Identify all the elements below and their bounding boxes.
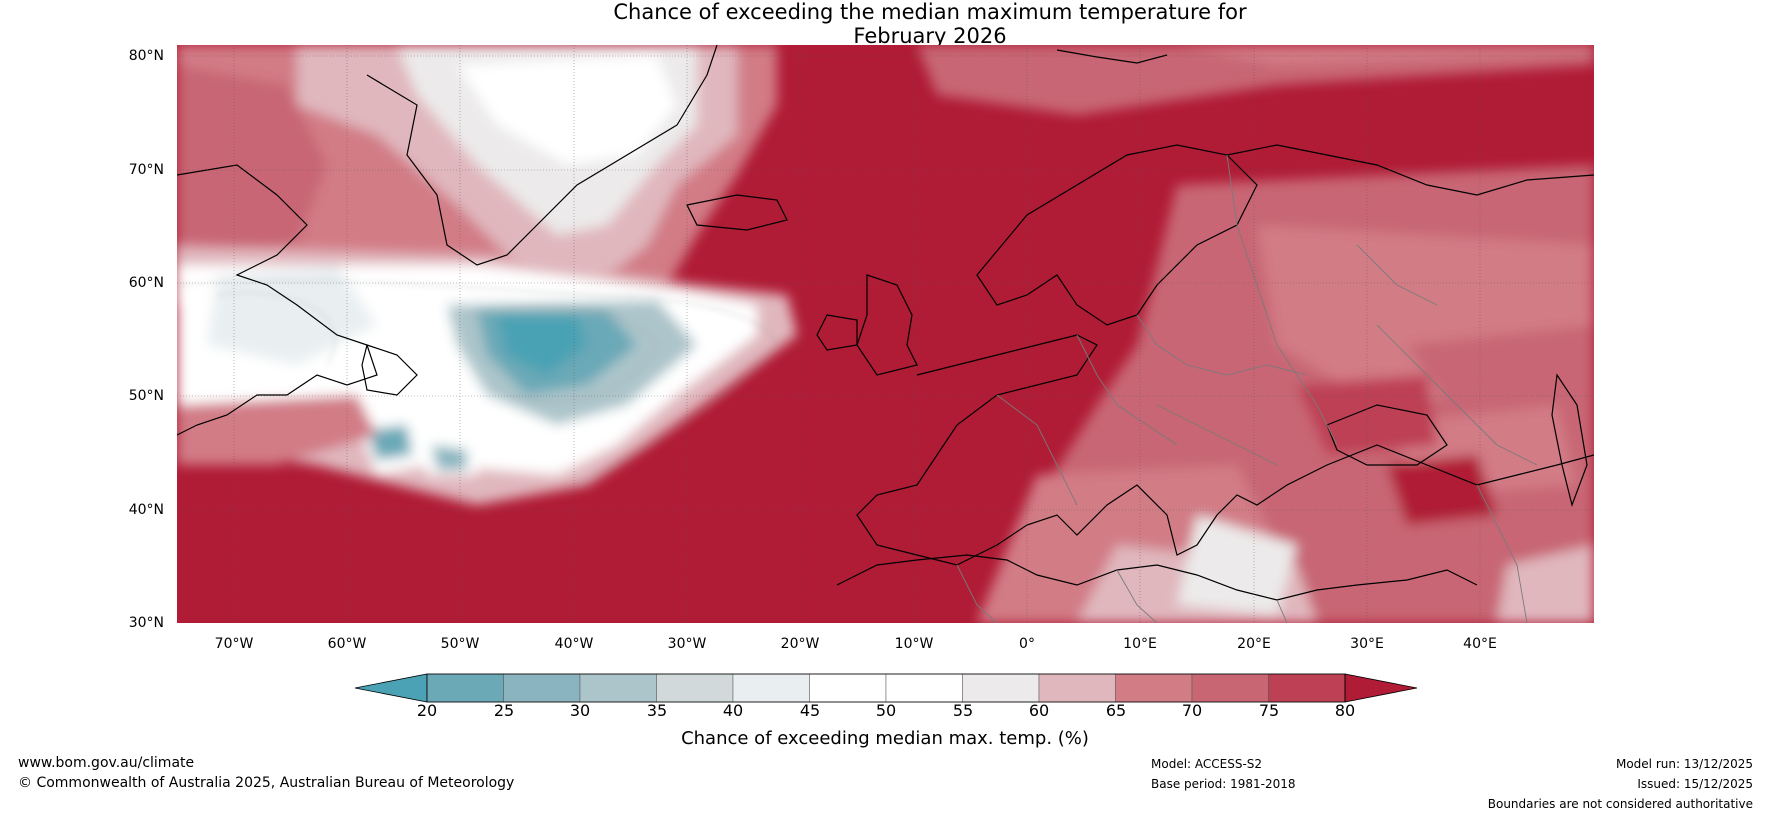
colorbar-segment (1115, 673, 1193, 703)
colorbar-segment (426, 673, 504, 703)
colorbar-label: Chance of exceeding median max. temp. (%… (681, 728, 1089, 749)
base-period-text: Base period: 1981-2018 (1151, 777, 1296, 791)
website-link[interactable]: www.bom.gov.au/climate (18, 755, 195, 771)
lon-label-40e: 40°E (1463, 636, 1497, 652)
black-sea-coast (1326, 404, 1448, 466)
colorbar-tick-35: 35 (646, 701, 668, 720)
colorbar-tick-50: 50 (875, 701, 897, 720)
canada-coast (177, 164, 378, 436)
colorbar-tick-40: 40 (722, 701, 744, 720)
colorbar-extend-low (354, 673, 428, 703)
lat-label-70n: 70°N (128, 162, 164, 178)
lon-label-20w: 20°W (780, 636, 820, 652)
colorbar-segment (503, 673, 581, 703)
probability-map (177, 45, 1594, 623)
disclaimer-text: Boundaries are not considered authoritat… (1487, 797, 1753, 811)
colorbar-tick-55: 55 (952, 701, 974, 720)
issued-text: Issued: 15/12/2025 (1637, 777, 1753, 791)
lon-label-60w: 60°W (327, 636, 367, 652)
title-line-2: February 2026 (853, 24, 1007, 48)
lon-label-50w: 50°W (440, 636, 480, 652)
lon-label-30w: 30°W (667, 636, 707, 652)
svalbard-coast (1056, 49, 1168, 64)
graticule (177, 45, 1594, 623)
lon-label-20e: 20°E (1237, 636, 1271, 652)
lon-label-0: 0° (1019, 636, 1035, 652)
lat-label-80n: 80°N (128, 48, 164, 64)
lat-label-50n: 50°N (128, 388, 164, 404)
north-africa-coast (836, 554, 1478, 601)
colorbar-tick-70: 70 (1181, 701, 1203, 720)
colorbar-extend-high (1344, 673, 1418, 703)
colorbar-tick-30: 30 (569, 701, 591, 720)
colorbar-tick-25: 25 (493, 701, 515, 720)
newfoundland-coast (361, 344, 418, 396)
contour-lines (177, 280, 778, 486)
lat-label-30n: 30°N (128, 615, 164, 631)
colorbar-segment (809, 673, 887, 703)
chart-title: Chance of exceeding the median maximum t… (0, 0, 1770, 48)
model-text: Model: ACCESS-S2 (1151, 757, 1263, 771)
colorbar-tick-80: 80 (1334, 701, 1356, 720)
lon-label-30e: 30°E (1350, 636, 1384, 652)
lon-label-10w: 10°W (894, 636, 934, 652)
colorbar-segment (1191, 673, 1269, 703)
caspian-coast (1551, 373, 1588, 508)
atlantic-field (177, 245, 797, 505)
scandinavia-coast (976, 144, 1258, 326)
colorbar-segment (732, 673, 810, 703)
colorbar-segment (656, 673, 734, 703)
model-run-text: Model run: 13/12/2025 (1615, 757, 1753, 771)
iceland-coast (686, 194, 788, 231)
country-borders (956, 154, 1538, 623)
lon-label-40w: 40°W (554, 636, 594, 652)
colorbar-segment (1268, 673, 1346, 703)
colorbar-tick-75: 75 (1258, 701, 1280, 720)
greenland-coast (366, 45, 718, 266)
ireland-coast (816, 314, 858, 351)
title-line-1: Chance of exceeding the median maximum t… (613, 0, 1247, 24)
colorbar-segment (579, 673, 657, 703)
europe-field (977, 165, 1594, 623)
colorbar-tick-45: 45 (799, 701, 821, 720)
lon-label-70w: 70°W (214, 636, 254, 652)
lon-label-10e: 10°E (1123, 636, 1157, 652)
britain-coast (856, 274, 918, 376)
colorbar-tick-65: 65 (1105, 701, 1127, 720)
colorbar-segment (885, 673, 963, 703)
arctic-coast (1226, 144, 1594, 196)
colorbar-segment (1038, 673, 1116, 703)
greenland-field (177, 45, 1594, 345)
lat-label-40n: 40°N (128, 502, 164, 518)
colorbar-tick-20: 20 (416, 701, 438, 720)
colorbar-segment (962, 673, 1040, 703)
lat-label-60n: 60°N (128, 275, 164, 291)
copyright-text: © Commonwealth of Australia 2025, Austra… (18, 775, 515, 791)
colorbar-tick-60: 60 (1028, 701, 1050, 720)
